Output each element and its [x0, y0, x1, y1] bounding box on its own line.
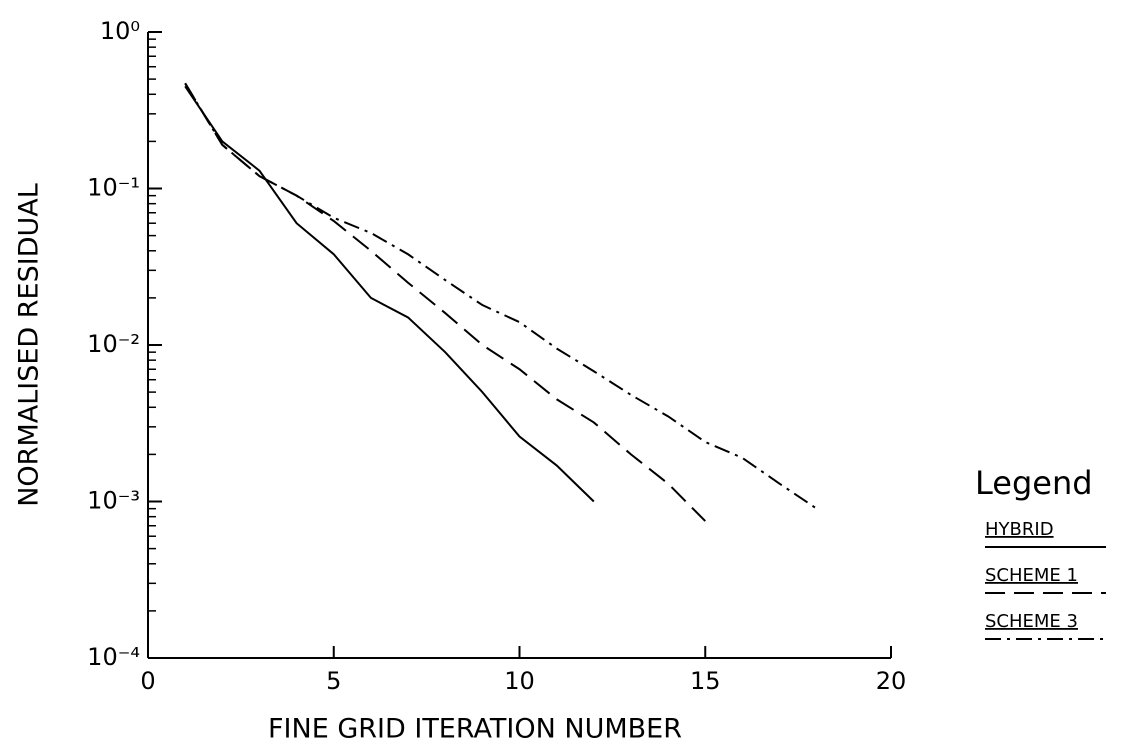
x-tick-label: 5 [326, 667, 341, 695]
y-tick-label: 10⁻² [87, 330, 140, 358]
y-tick-label: 10⁻³ [87, 487, 140, 515]
y-axis-label: NORMALISED RESIDUAL [14, 183, 45, 507]
x-tick-label: 15 [690, 667, 721, 695]
series-line [184, 82, 818, 510]
legend-label: SCHEME 1 [985, 565, 1078, 586]
legend-label: SCHEME 3 [985, 611, 1078, 632]
x-axis-label: FINE GRID ITERATION NUMBER [268, 714, 682, 745]
legend-label: HYBRID [985, 519, 1054, 540]
y-tick-label: 10⁰ [100, 17, 140, 45]
legend-title: Legend [975, 464, 1093, 502]
y-tick-label: 10⁻¹ [87, 174, 140, 202]
series-line [184, 85, 595, 503]
x-tick-label: 0 [140, 667, 155, 695]
y-tick-label: 10⁻⁴ [87, 643, 140, 671]
series-line [184, 82, 706, 522]
x-tick-label: 20 [876, 667, 907, 695]
x-tick-label: 10 [504, 667, 535, 695]
